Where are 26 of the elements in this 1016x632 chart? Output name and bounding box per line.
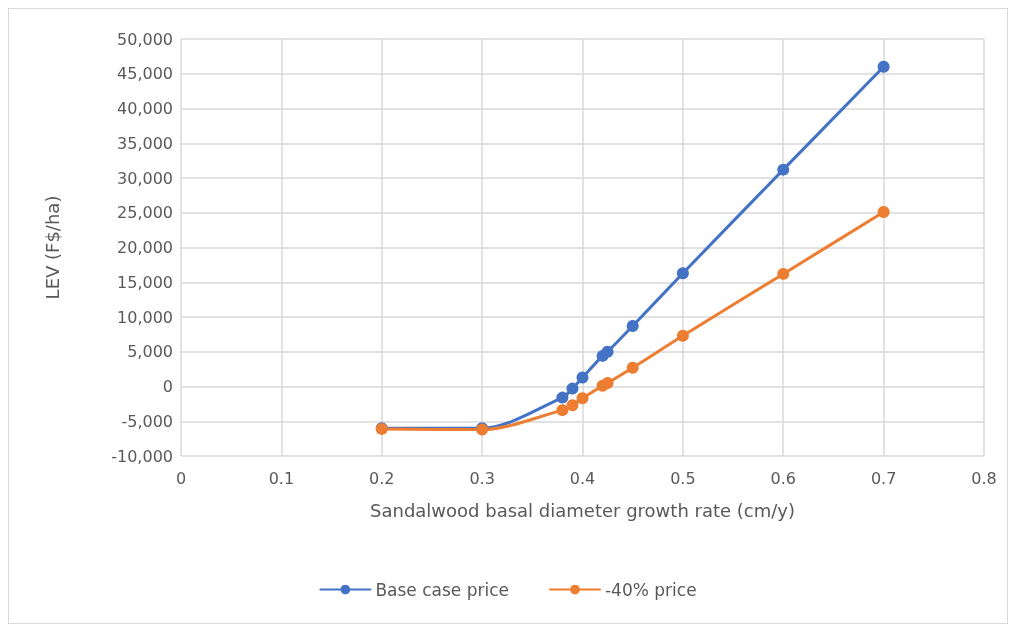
y-tick-label: 30,000 <box>117 168 173 188</box>
y-axis-title: LEV (F$/ha) <box>41 195 63 300</box>
y-tick-label: -10,000 <box>111 446 173 466</box>
legend-label: -40% price <box>604 579 697 600</box>
x-tick-label: 0 <box>175 468 187 488</box>
y-tick-label: 40,000 <box>117 99 173 118</box>
y-tick-label: -5,000 <box>121 411 173 431</box>
x-tick-label: 0.1 <box>268 468 295 488</box>
y-tick-label: 25,000 <box>117 203 173 223</box>
x-tick-label: 0.6 <box>770 468 796 488</box>
x-tick-label: 0.8 <box>971 468 997 488</box>
x-tick-label: 0.5 <box>670 468 696 488</box>
x-axis-title: Sandalwood basal diameter growth rate (cm/y) <box>370 499 795 521</box>
y-tick-label: 35,000 <box>117 133 173 153</box>
x-tick-label: 0.2 <box>369 468 395 488</box>
y-tick-label: 15,000 <box>117 272 173 292</box>
legend-label: Base case price <box>375 579 509 600</box>
y-tick-label: 50,000 <box>117 29 173 49</box>
x-tick-label: 0.4 <box>569 468 596 488</box>
x-tick-label: 0.7 <box>870 468 897 488</box>
y-tick-label: 5,000 <box>127 342 173 362</box>
x-tick-label: 0.3 <box>469 468 495 488</box>
y-tick-label: 45,000 <box>117 64 173 84</box>
y-tick-label: 20,000 <box>117 238 173 257</box>
y-tick-label: 10,000 <box>117 307 173 327</box>
y-tick-label: 0 <box>162 377 173 396</box>
